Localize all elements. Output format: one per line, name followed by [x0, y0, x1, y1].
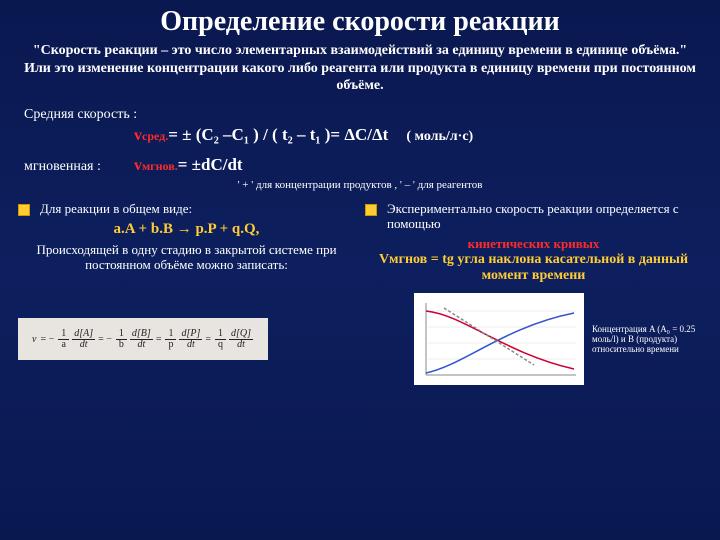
- left-bullet-text: Для реакции в общем виде:: [40, 201, 192, 217]
- v-avg-sub: сред.: [142, 129, 168, 144]
- inst-formula: = ±dC/dt: [178, 155, 243, 175]
- left-column: Для реакции в общем виде: a.A + b.B → p.…: [18, 201, 355, 286]
- instant-formula-row: мгновенная : v мгнов. = ±dC/dt: [24, 155, 696, 175]
- bullet-icon: [18, 204, 30, 216]
- v-symbol: v: [134, 127, 142, 145]
- v-symbol-2: v: [134, 157, 142, 175]
- average-speed-label: Средняя скорость :: [24, 107, 696, 123]
- rate-equation-image: v= −1ad[A]dt= −1bd[B]dt=1pd[P]dt=1qd[Q]d…: [18, 318, 268, 360]
- avg-formula: = ± (C₂ –C₁ ) / ( t₂ – t₁ )= ΔC/Δt: [168, 125, 388, 145]
- vmg-tangent-text: Vмгнов = tg угла наклона касательной в д…: [365, 252, 702, 286]
- bullet-icon: [365, 204, 377, 216]
- definition-text: "Скорость реакции – это число элементарн…: [0, 42, 720, 101]
- units: ( моль/л·с): [406, 129, 473, 145]
- right-column: Экспериментально скорость реакции опреде…: [365, 201, 702, 286]
- average-formula-row: v сред. = ± (C₂ –C₁ ) / ( t₂ – t₁ )= ΔC/…: [134, 125, 696, 145]
- instant-label: мгновенная :: [24, 159, 134, 175]
- chart-caption: Концентрация A (A₀ = 0.25 моль/l) и B (п…: [592, 324, 702, 355]
- v-inst-sub: мгнов.: [142, 159, 178, 174]
- slide-title: Определение скорости реакции: [0, 0, 720, 42]
- sign-note: ' + ' для концентрации продуктов , ' – '…: [24, 179, 696, 191]
- right-bullet-text: Экспериментально скорость реакции опреде…: [387, 201, 702, 232]
- kinetic-curves-text: кинетических кривых: [365, 236, 702, 252]
- kinetic-chart: [414, 293, 584, 385]
- closed-system-text: Происходящей в одну стадию в закрытой си…: [18, 242, 355, 273]
- reaction-equation: a.A + b.B → p.P + q.Q,: [18, 221, 355, 238]
